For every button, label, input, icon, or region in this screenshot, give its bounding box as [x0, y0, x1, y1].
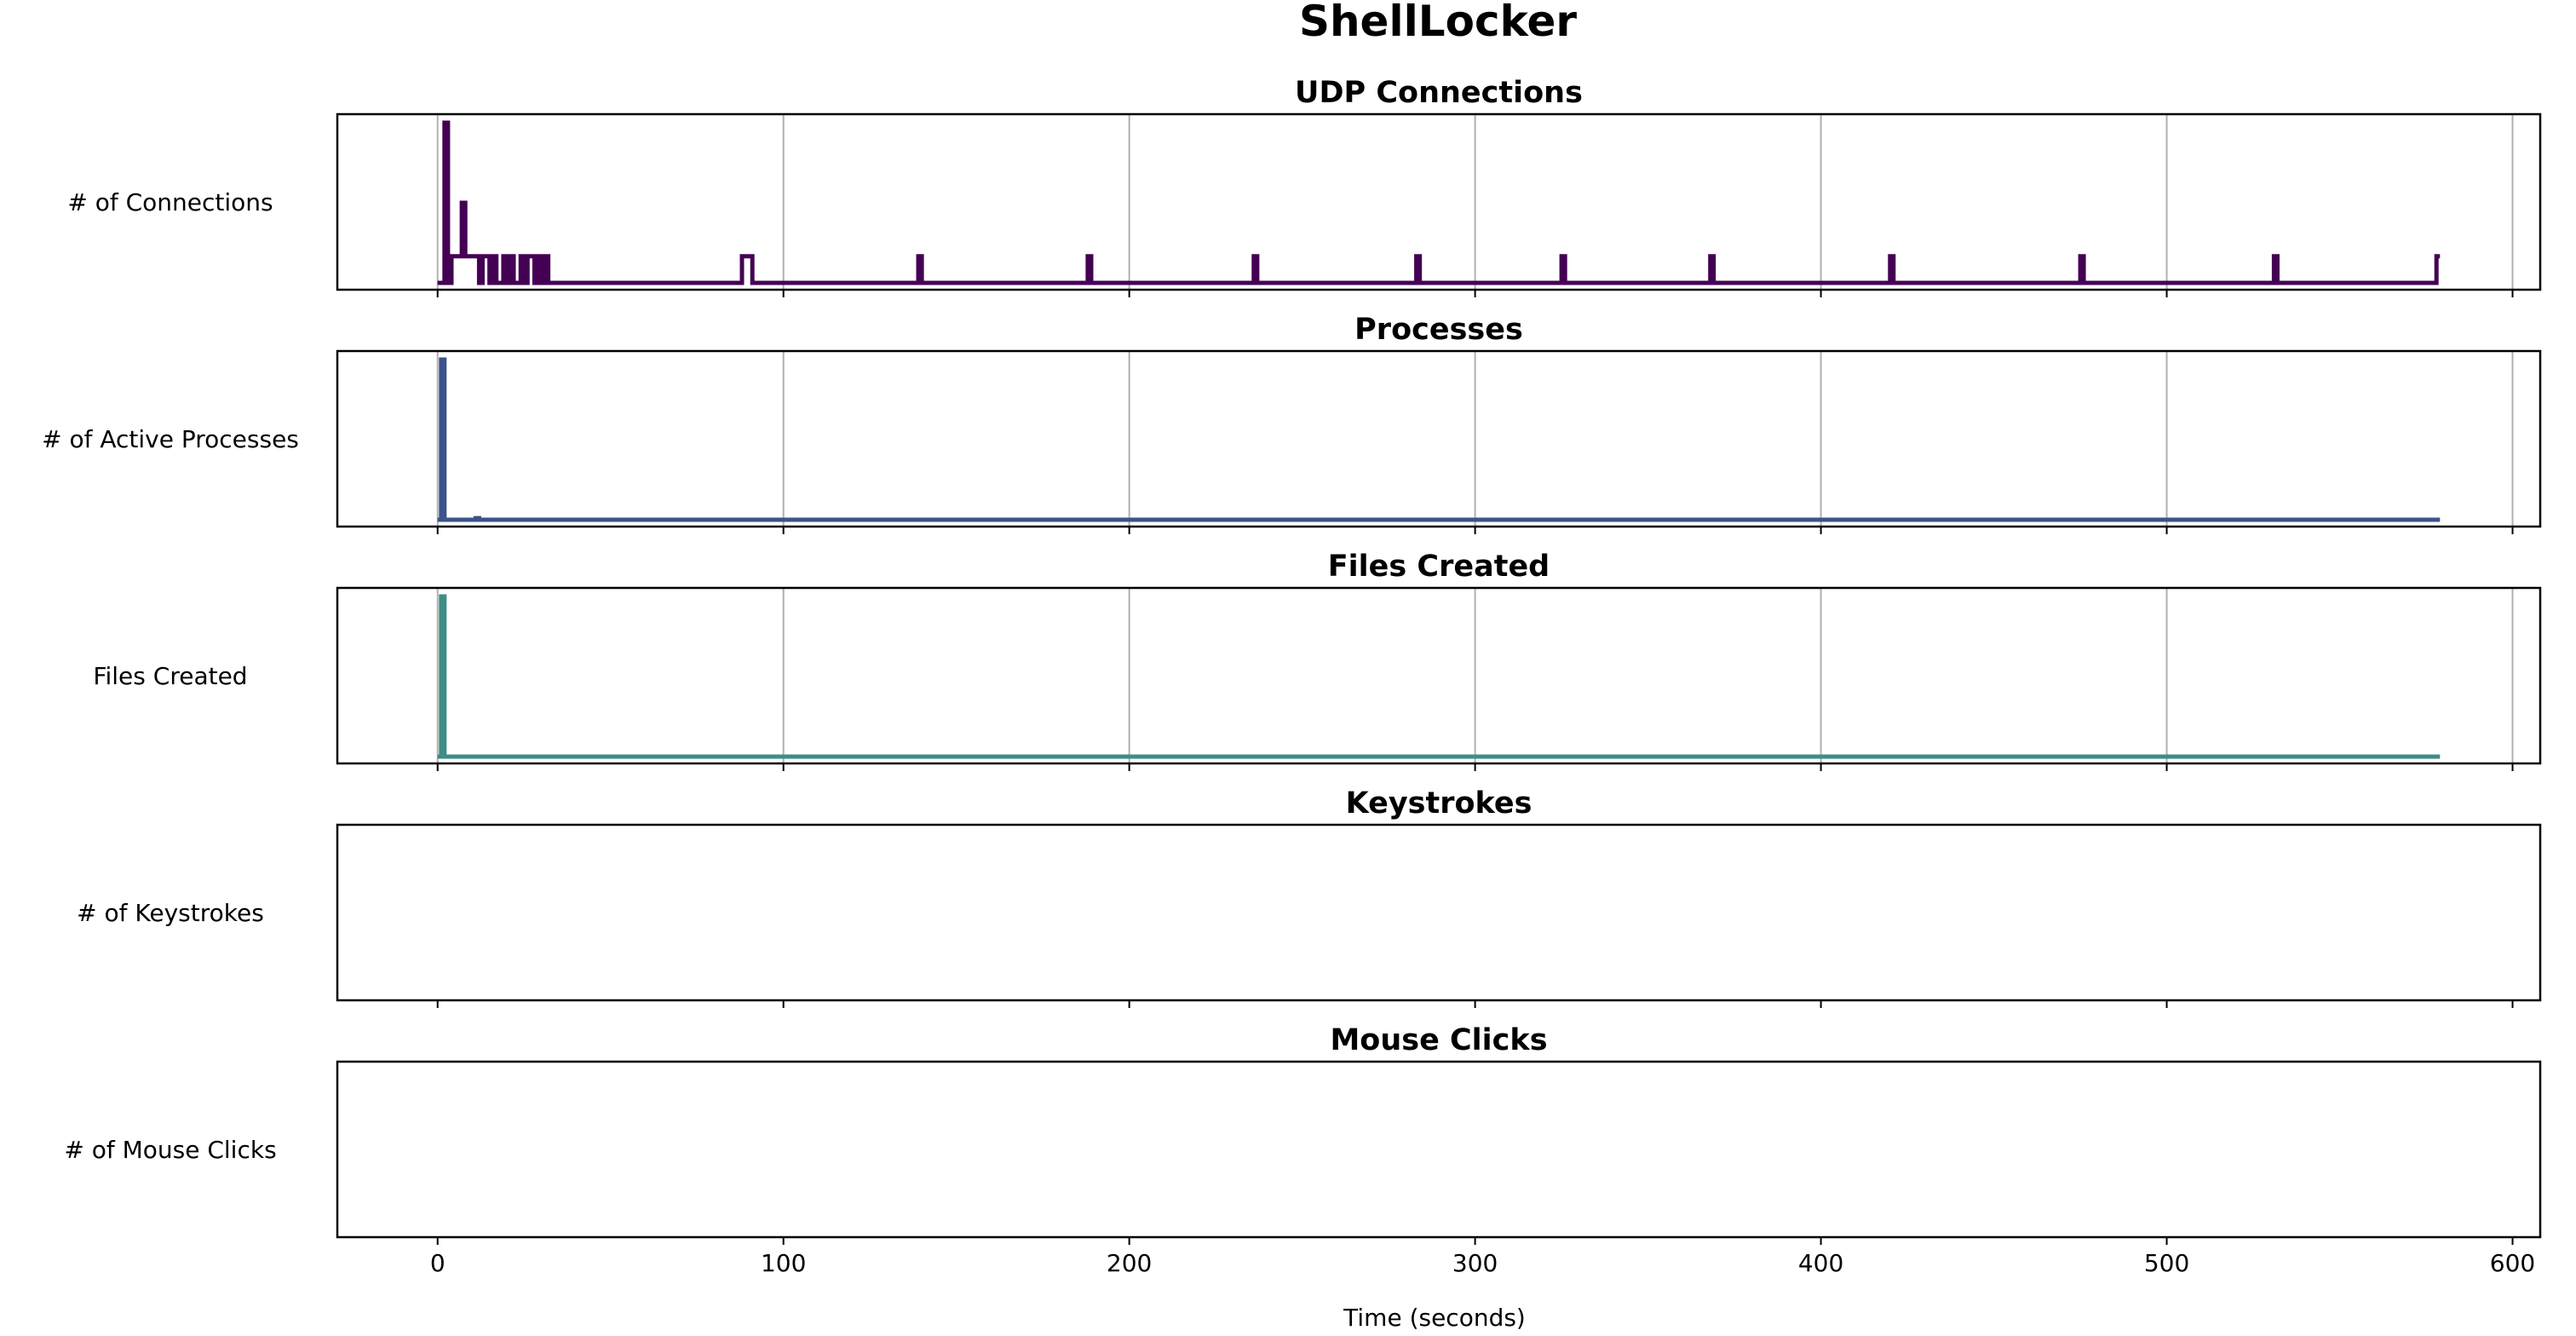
subplot-keystrokes: Keystrokes # of Keystrokes [77, 786, 2542, 1008]
x-tick-label: 200 [1107, 1249, 1152, 1277]
subplot-title: UDP Connections [1295, 76, 1583, 110]
subplot-udp-connections: UDP Connections # of Connections [67, 76, 2542, 297]
subplot-title: Processes [1354, 313, 1523, 347]
plot-frame [336, 586, 2542, 765]
plot-frame [336, 823, 2542, 1002]
subplot-title: Keystrokes [1346, 786, 1532, 821]
subplot-panels: UDP Connections # of Connections Processes… [42, 76, 2542, 1277]
subplot-processes: Processes # of Active Processes [42, 313, 2542, 534]
plot-frame [336, 349, 2542, 528]
subplot-title: Files Created [1328, 550, 1550, 584]
x-tick-label: 100 [761, 1249, 806, 1277]
plot-frame [336, 1060, 2542, 1239]
y-axis-label: # of Keystrokes [77, 899, 264, 927]
series-line [437, 120, 2441, 285]
y-axis-label: # of Active Processes [42, 425, 299, 453]
x-axis-label: Time (seconds) [1343, 1304, 1526, 1332]
x-tick-label: 0 [430, 1249, 446, 1277]
y-axis-label: # of Connections [67, 188, 273, 216]
x-tick-label: 400 [1798, 1249, 1843, 1277]
figure-title: ShellLocker [1299, 0, 1577, 46]
x-tick-label: 600 [2490, 1249, 2535, 1277]
subplot-files-created: Files Created Files Created [93, 550, 2542, 771]
plot-frame [336, 112, 2542, 291]
subplot-mouse-clicks: Mouse Clicks # of Mouse Clicks 0 100 200 300 4… [64, 1023, 2542, 1277]
x-tick-label: 500 [2144, 1249, 2189, 1277]
series-line [437, 357, 2441, 522]
y-axis-label: Files Created [93, 662, 247, 690]
x-tick-label: 300 [1452, 1249, 1498, 1277]
subplot-title: Mouse Clicks [1330, 1023, 1547, 1057]
series-line [437, 594, 2441, 759]
y-axis-label: # of Mouse Clicks [64, 1136, 276, 1164]
